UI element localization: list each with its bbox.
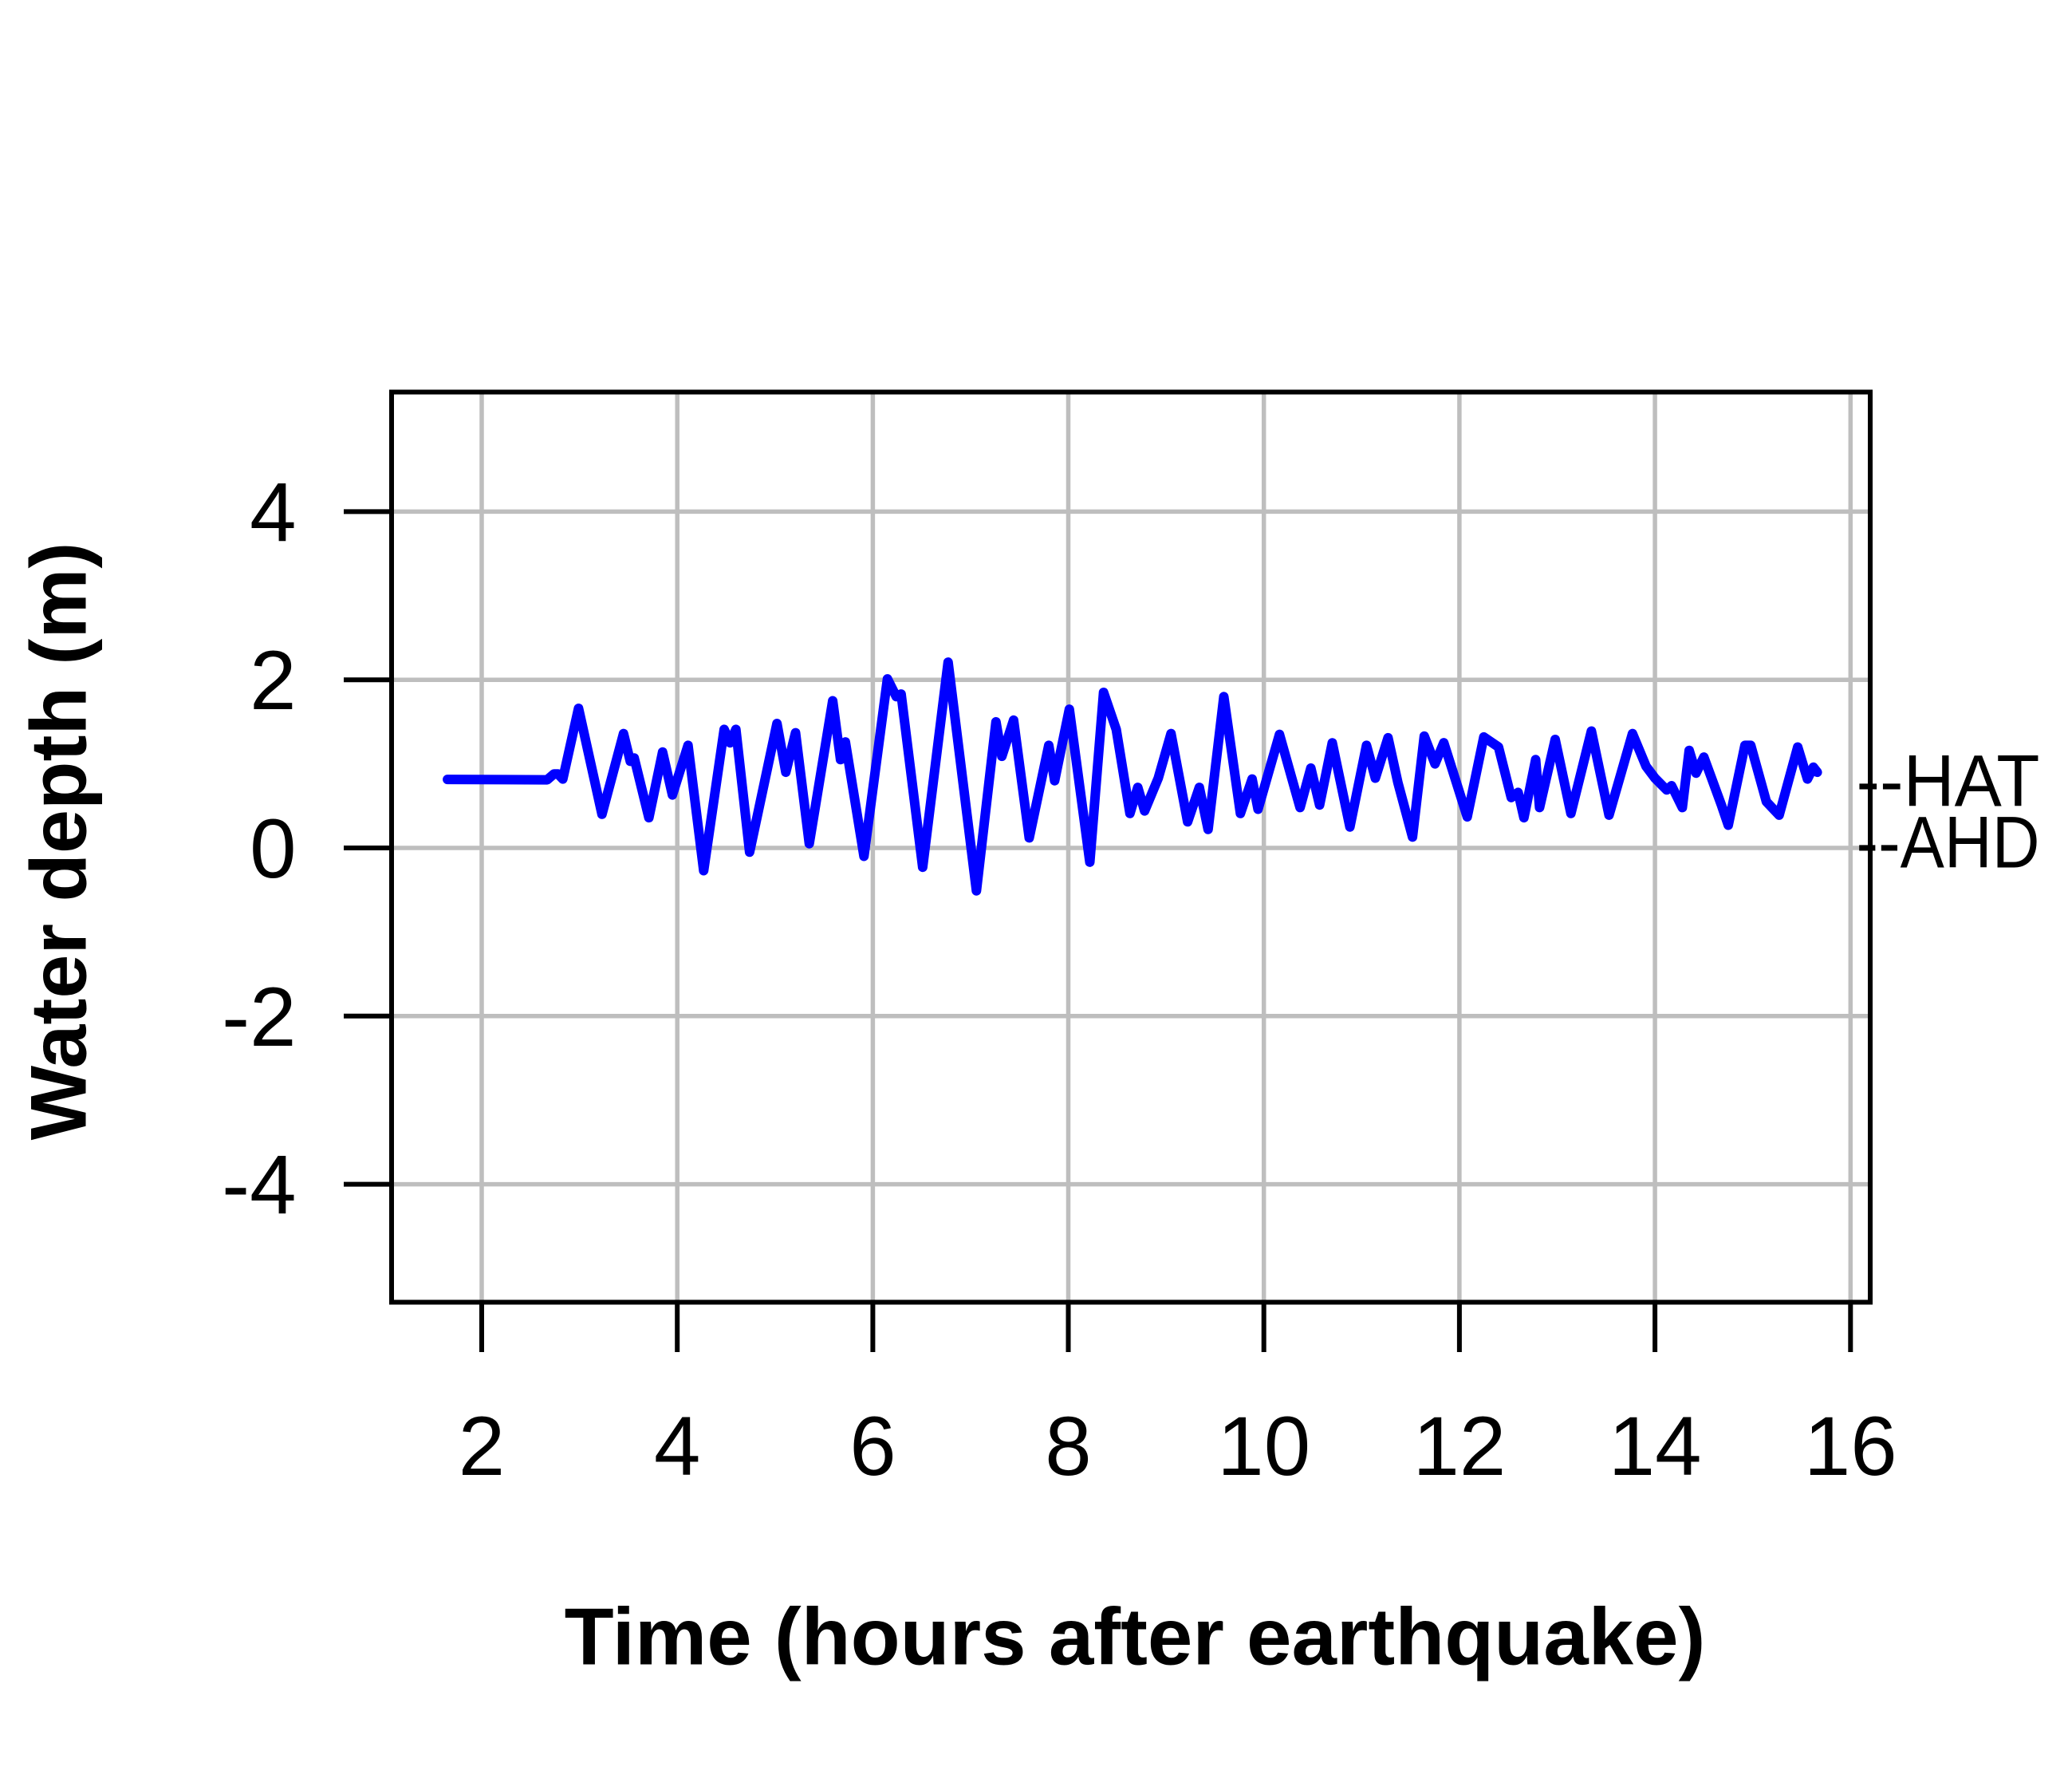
svg-text:Water depth (m): Water depth (m) [14, 542, 103, 1141]
svg-text:--AHD: --AHD [1857, 802, 2040, 884]
svg-text:14: 14 [1609, 1400, 1702, 1493]
svg-text:12: 12 [1413, 1400, 1507, 1493]
svg-text:-2: -2 [222, 971, 296, 1064]
svg-text:4: 4 [250, 466, 296, 559]
svg-text:0: 0 [250, 802, 296, 896]
svg-text:2: 2 [250, 634, 296, 727]
svg-text:6: 6 [849, 1400, 896, 1493]
svg-text:--HAT: --HAT [1857, 741, 2040, 822]
svg-text:10: 10 [1217, 1400, 1310, 1493]
svg-text:Time (hours after earthquake): Time (hours after earthquake) [565, 1591, 1706, 1682]
svg-text:8: 8 [1045, 1400, 1091, 1493]
svg-text:16: 16 [1804, 1400, 1897, 1493]
svg-text:2: 2 [459, 1400, 505, 1493]
svg-text:4: 4 [654, 1400, 700, 1493]
svg-text:-4: -4 [222, 1139, 296, 1232]
